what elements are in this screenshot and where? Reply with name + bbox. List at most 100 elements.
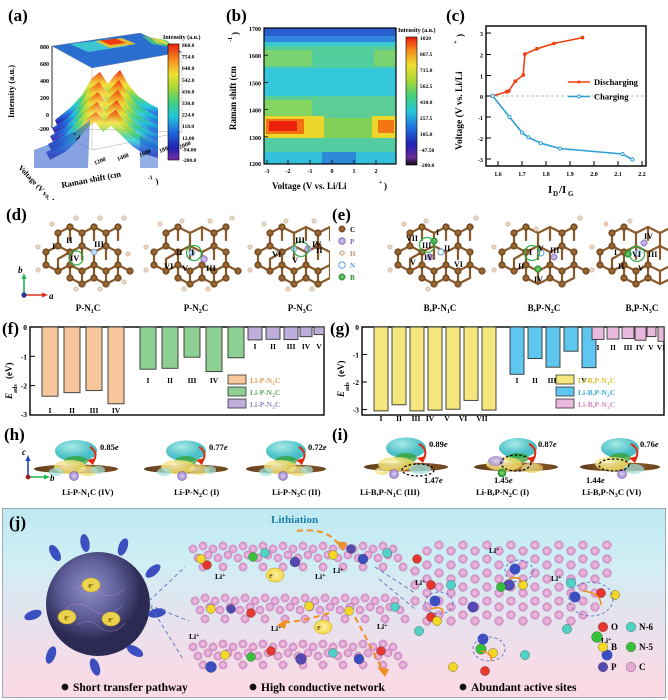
panel-j-captions: Short transfer pathway High conductive n…	[61, 682, 577, 694]
active-site-sheet: Li+ Li+ Li+ Li+	[374, 540, 620, 676]
svg-text:-2: -2	[353, 378, 359, 387]
svg-text:V: V	[538, 244, 544, 253]
svg-text:V: V	[182, 263, 189, 273]
structure-p-n2c: II I VI V III	[143, 215, 242, 292]
active-site-markers: Li+ Li+ Li+ Li+	[415, 546, 614, 662]
panel-c-series-charging	[490, 93, 635, 162]
panel-a-label: (a)	[8, 6, 28, 25]
svg-text:-3: -3	[265, 169, 270, 175]
charge-bottom-1: 1.47e	[424, 475, 443, 485]
svg-text:ads: ads	[13, 384, 19, 393]
bar-group-li-p-n3c: I II III IV V	[247, 326, 325, 351]
caption-bp-n3c: B,P-N3C	[626, 303, 659, 315]
zoom-connectors	[148, 566, 190, 660]
panel-a-contour-plane	[51, 32, 183, 69]
panel-f-group3-ticks: I II III IV V	[254, 342, 323, 351]
svg-text:VI: VI	[272, 249, 282, 259]
active-site-arrows	[430, 576, 602, 662]
panel-g-chart: 0-1 -2-3 E ads (eV) I II III IV V VI VII	[336, 323, 665, 423]
graphene-ribbon-mid	[190, 593, 410, 624]
legend-li-bp-n2c: Li-B,P-N2C	[578, 388, 615, 399]
charge-item-i-3: 0.76e 1.44e	[580, 438, 660, 485]
lithiation-label: Lithiation	[271, 514, 318, 526]
svg-text:VII: VII	[406, 234, 418, 243]
svg-text:V: V	[316, 342, 322, 351]
panel-f-chart: 0-1 -2-3 E ads (eV) I II III IV	[4, 323, 325, 419]
svg-text:I: I	[49, 406, 52, 415]
legend-n6-label: N-6	[639, 622, 653, 632]
svg-text:VI: VI	[657, 343, 665, 352]
highlight-ring	[68, 250, 84, 266]
svg-text:-3: -3	[478, 158, 483, 164]
e-label-2: e-	[317, 623, 323, 632]
svg-text:III: III	[287, 342, 296, 351]
panel-c-xlabel: I D /I G	[548, 184, 574, 198]
caption-p-n1c: P-N1C	[76, 303, 101, 315]
panel-c-legend: Discharging Charging	[568, 77, 639, 102]
legend-c-dot	[338, 225, 346, 233]
li-site-1: Li+	[489, 546, 500, 555]
caption-short-transfer: Short transfer pathway	[73, 682, 188, 694]
highlight-ring	[523, 244, 541, 262]
panel-a-plot: 800 600 400 200 0 -200 Intensity (a.u.) 120…	[6, 32, 201, 200]
svg-text:I: I	[529, 248, 532, 257]
panel-a-xlabel: Raman shift (cm	[60, 169, 121, 190]
panel-d-axes: b a	[18, 265, 54, 301]
svg-text:e-: e-	[88, 581, 94, 590]
svg-text:IV: IV	[210, 376, 219, 385]
panel-b-colorbar: Intensity (a.u.) 1020 867.5 715.0 562.5 41…	[398, 27, 436, 169]
svg-text:-47.50: -47.50	[420, 148, 434, 154]
caption-i-3: Li-B,P-N3C (VI)	[582, 487, 641, 499]
caption-i-1: Li-B,P-N1C (III)	[360, 487, 420, 499]
panel-b-frame	[263, 27, 397, 165]
panel-g: (g) 0 -1 -2 -3 E ads (eV) I II III IV	[330, 319, 668, 427]
svg-text:1300: 1300	[249, 136, 261, 142]
svg-text:): )	[75, 133, 84, 141]
li-ion-cluster	[24, 534, 166, 676]
caption-bp-n2c: B,P-N2C	[528, 303, 561, 315]
svg-text:257.5: 257.5	[420, 116, 433, 122]
svg-text:1.8: 1.8	[542, 172, 550, 178]
svg-text:II: II	[396, 414, 402, 423]
svg-text:III: III	[548, 376, 557, 385]
svg-text:-200: -200	[38, 127, 49, 133]
svg-text:): )	[230, 32, 240, 35]
svg-text:1700: 1700	[249, 27, 261, 33]
e-label-1: e-	[269, 571, 275, 580]
svg-text:): )	[455, 34, 466, 37]
panel-b-plot: 1700 1600 1500 1400 1300 1200 Raman shift (…	[228, 27, 436, 191]
svg-text:715.0: 715.0	[420, 68, 433, 74]
panel-b-y-ticks: 1700 1600 1500 1400 1300 1200	[249, 27, 261, 168]
svg-text:II: II	[167, 376, 173, 385]
svg-text:III: III	[188, 376, 197, 385]
svg-text:-3: -3	[21, 410, 27, 419]
svg-text:V: V	[581, 376, 587, 385]
svg-text:IV: IV	[636, 343, 645, 352]
charge-item-i-1: 0.89e 1.47e	[364, 437, 448, 485]
li-label-6: Li+	[333, 566, 344, 575]
panel-f-group1-ticks: I II III IV	[49, 406, 121, 415]
axis-b-label: b	[18, 265, 23, 275]
svg-text:G: G	[568, 190, 574, 198]
axis-a-label: a	[49, 291, 54, 301]
svg-text:754.0: 754.0	[182, 55, 195, 61]
n-atom	[90, 248, 98, 256]
svg-text:-1: -1	[353, 351, 359, 360]
highlight-ring	[292, 240, 310, 258]
legend-b-label-j: B	[611, 642, 617, 652]
svg-text:Intensity (a.u.): Intensity (a.u.)	[398, 27, 436, 34]
panel-b: (b)	[222, 0, 444, 200]
svg-text:(eV): (eV)	[4, 363, 14, 380]
svg-text:V: V	[444, 414, 450, 423]
panel-g-group1-ticks: I II III IV V VI VII	[380, 414, 488, 423]
panel-a-y-axis: 800 600 400 200 0 -200	[38, 45, 53, 133]
svg-text:Intensity (a.u.): Intensity (a.u.)	[163, 34, 201, 41]
caption-active-sites: Abundant active sites	[471, 682, 577, 694]
legend-b-label: B	[350, 274, 355, 282]
charge-top-2: 0.87e	[538, 439, 557, 449]
caption-p-n2c: P-N2C	[184, 303, 209, 315]
panel-a-surface	[34, 70, 158, 168]
svg-text:II: II	[69, 406, 75, 415]
